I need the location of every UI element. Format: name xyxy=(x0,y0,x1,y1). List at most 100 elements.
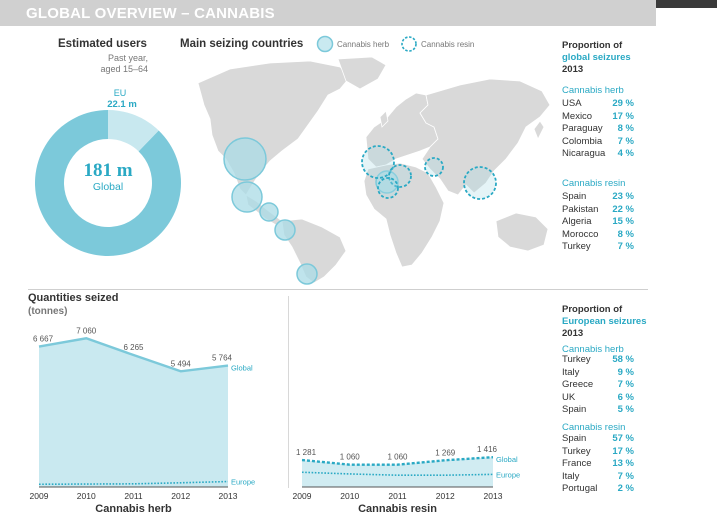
european-resin-percent: 57 % xyxy=(612,433,634,444)
bubble-resin-algeria xyxy=(388,164,412,188)
quantities-unit: (tonnes) xyxy=(28,306,68,317)
global-value: 181 m xyxy=(83,160,133,181)
european-resin-percent: 13 % xyxy=(612,458,634,469)
area-global-fill xyxy=(302,457,493,487)
line-global xyxy=(301,455,494,466)
european-herb-title: Cannabis herb xyxy=(562,344,624,355)
data-label: 1 060 xyxy=(340,453,361,462)
global-herb-country: Colombia xyxy=(562,135,603,147)
series-label-europe: Europe xyxy=(231,478,255,487)
global-resin-country: Spain xyxy=(562,191,587,202)
map-asia xyxy=(419,78,551,196)
map-greenland xyxy=(337,56,387,90)
users-donut xyxy=(35,110,181,256)
x-axis-title: Cannabis resin xyxy=(358,503,437,515)
x-axis-title: Cannabis herb xyxy=(95,503,172,515)
data-label: 1 281 xyxy=(296,448,317,457)
global-resin-country: Turkey xyxy=(562,241,591,252)
bubble-resin-spain xyxy=(361,145,395,179)
bubble-herb-nicaragua xyxy=(259,202,279,222)
european-resin-percent: 17 % xyxy=(612,445,634,457)
x-tick-label: 2009 xyxy=(30,491,49,501)
x-tick-label: 2010 xyxy=(340,491,359,501)
data-label: 6 265 xyxy=(123,343,144,352)
eu-label: EU xyxy=(113,88,127,98)
european-herb-percent: 7 % xyxy=(617,379,634,390)
map-south-america xyxy=(281,218,347,284)
eu-value: 22.1 m xyxy=(107,99,137,110)
legend-resin-label: Cannabis resin xyxy=(421,40,475,49)
global-herb-percent: 7 % xyxy=(617,135,634,147)
european-herb-percent: 6 % xyxy=(617,391,634,403)
global-herb-percent: 17 % xyxy=(612,110,634,122)
european-herb-country: Greece xyxy=(562,379,594,390)
x-tick-label: 2013 xyxy=(484,491,503,501)
users-sub2: aged 15–64 xyxy=(100,64,148,74)
map-uk xyxy=(379,110,389,128)
donut-slice-eu xyxy=(108,110,159,152)
series-label-europe: Europe xyxy=(496,470,520,479)
european-herb-percent: 9 % xyxy=(617,366,634,378)
data-label: 5 764 xyxy=(212,354,233,363)
series-label-global: Global xyxy=(231,364,253,373)
european-herb-country: Spain xyxy=(562,404,587,415)
global-resin-percent: 23 % xyxy=(612,191,634,202)
map-australia xyxy=(495,212,549,252)
european-resin-country: Italy xyxy=(562,470,580,482)
global-herb-country: USA xyxy=(562,98,582,109)
x-tick-label: 2010 xyxy=(77,491,96,501)
bubble-resin-morocco xyxy=(377,177,399,199)
bubble-resin-pakistan xyxy=(463,166,497,200)
european-herb-country: Turkey xyxy=(562,354,591,365)
global-herb-title: Cannabis herb xyxy=(562,85,624,96)
data-label: 1 060 xyxy=(387,453,408,462)
section-divider xyxy=(28,289,648,290)
legend-resin-icon xyxy=(401,36,417,52)
line-europe xyxy=(38,480,229,486)
global-resin-percent: 22 % xyxy=(612,203,634,215)
quantities-title: Quantities seized xyxy=(28,292,119,304)
european-resin-country: Turkey xyxy=(562,445,591,457)
global-herb-country: Paraguay xyxy=(562,123,603,134)
global-herb-country: Nicaragua xyxy=(562,148,606,159)
data-label: 1 416 xyxy=(477,445,498,454)
european-herb-percent: 58 % xyxy=(612,354,634,365)
data-label: 5 494 xyxy=(171,359,192,368)
european-herb-country: Italy xyxy=(562,366,580,378)
bubble-herb-paraguay xyxy=(296,263,318,285)
area-global-fill xyxy=(39,338,228,487)
european-resin-percent: 2 % xyxy=(617,483,634,494)
legend-herb-icon xyxy=(316,35,334,53)
x-tick-label: 2013 xyxy=(219,491,238,501)
european-resin-title: Cannabis resin xyxy=(562,422,626,433)
map-title: Main seizing countries xyxy=(180,38,304,50)
global-label: Global xyxy=(92,181,124,193)
data-label: 7 060 xyxy=(76,326,97,335)
x-tick-label: 2012 xyxy=(436,491,455,501)
users-title: Estimated users xyxy=(58,38,147,50)
global-resin-country: Morocco xyxy=(562,228,599,240)
map-japan xyxy=(533,120,545,140)
global-herb-percent: 4 % xyxy=(617,148,634,159)
global-resin-country: Algeria xyxy=(562,216,592,227)
bubble-herb-colombia xyxy=(274,219,296,241)
legend-herb-label: Cannabis herb xyxy=(337,40,390,49)
european-seizures-title2: European seizures xyxy=(562,316,647,327)
x-tick-label: 2012 xyxy=(171,491,190,501)
map-north-america xyxy=(197,60,351,196)
bubble-herb-morocco xyxy=(375,170,399,194)
world-map xyxy=(197,56,551,285)
x-tick-label: 2011 xyxy=(388,491,407,501)
global-seizures-title: Proportion of xyxy=(562,40,623,51)
european-resin-percent: 7 % xyxy=(617,470,634,482)
data-label: 6 667 xyxy=(33,335,54,344)
global-herb-country: Mexico xyxy=(562,110,593,122)
european-seizures-year: 2013 xyxy=(562,328,584,339)
global-herb-percent: 8 % xyxy=(617,123,634,134)
european-resin-country: France xyxy=(562,458,592,469)
global-resin-percent: 7 % xyxy=(617,241,634,252)
users-sub1: Past year, xyxy=(107,53,148,63)
x-tick-label: 2011 xyxy=(124,491,143,501)
